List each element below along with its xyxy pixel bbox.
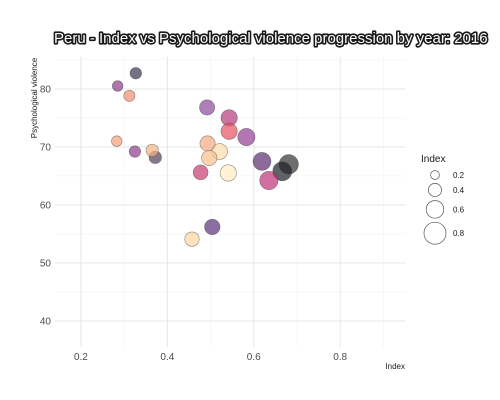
- legend-label: 0.6: [453, 205, 465, 214]
- data-point: [272, 161, 293, 182]
- y-tick-label: 40: [40, 316, 52, 327]
- data-point: [252, 152, 272, 171]
- legend-key: [430, 170, 440, 180]
- data-point: [199, 99, 216, 116]
- legend-label: 0.4: [453, 186, 465, 195]
- x-tick-label: 0.4: [160, 352, 174, 363]
- data-point: [219, 164, 237, 182]
- data-point: [220, 122, 238, 140]
- legend-key: [423, 221, 447, 245]
- x-tick-label: 0.8: [333, 352, 347, 363]
- legend-label: 0.2: [453, 171, 465, 180]
- x-tick-label: 0.6: [247, 352, 261, 363]
- y-axis-ticks: 40 50 60 70 80: [40, 84, 52, 327]
- x-tick-label: 0.2: [74, 352, 88, 363]
- y-tick-label: 80: [40, 84, 52, 95]
- legend-key: [428, 183, 442, 197]
- legend-title: Index: [421, 154, 445, 165]
- chart-title: Peru - Index vs Psychological violence p…: [54, 30, 488, 47]
- data-point: [111, 135, 123, 147]
- data-point: [128, 145, 142, 158]
- legend-label: 0.8: [453, 229, 465, 238]
- legend-items: 0.2 0.4 0.6 0.8: [423, 170, 465, 245]
- plot-panel: [55, 57, 405, 347]
- data-point: [112, 80, 124, 92]
- y-tick-label: 50: [40, 258, 52, 269]
- grid-minor: [55, 57, 405, 347]
- data-point: [237, 128, 256, 146]
- grid-major: [55, 57, 405, 347]
- data-point: [204, 218, 221, 235]
- x-axis-label: Index: [385, 362, 405, 371]
- data-point: [123, 89, 136, 102]
- data-point: [184, 231, 200, 247]
- data-point: [192, 164, 209, 181]
- y-axis-label: Psychological violence: [30, 57, 39, 138]
- y-tick-label: 70: [40, 142, 52, 153]
- data-point: [129, 67, 142, 80]
- data-point: [201, 149, 218, 166]
- data-points: [111, 67, 299, 247]
- data-point: [145, 143, 159, 157]
- y-tick-label: 60: [40, 200, 52, 211]
- legend-key: [425, 200, 445, 219]
- data-point: [199, 135, 216, 152]
- legend: Index 0.2 0.4 0.6 0.8: [421, 154, 465, 245]
- x-axis-ticks: 0.2 0.4 0.6 0.8: [74, 352, 348, 363]
- data-point: [259, 171, 279, 191]
